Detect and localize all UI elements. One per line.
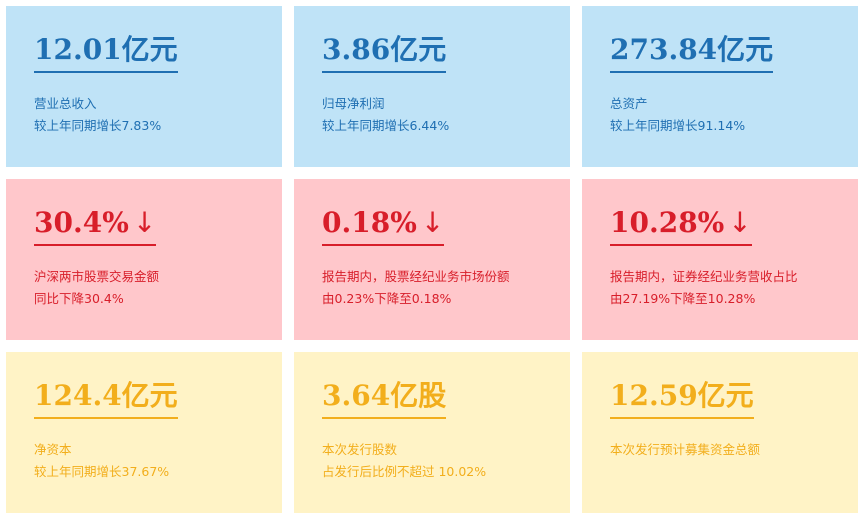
metric-card-market-share: 0.18% ↓ 报告期内，股票经纪业务市场份额 由0.23%下降至0.18% bbox=[294, 179, 570, 340]
metric-label: 报告期内，证券经纪业务营收占比 bbox=[610, 269, 798, 284]
metric-value: 30.4% ↓ bbox=[34, 205, 157, 246]
metric-card-fundraising: 12.59亿元 本次发行预计募集资金总额 bbox=[582, 352, 858, 513]
metric-description: 沪深两市股票交易金额 同比下降30.4% bbox=[34, 266, 282, 310]
metric-value: 0.18% ↓ bbox=[322, 205, 445, 246]
metric-value-text: 124.4亿元 bbox=[34, 379, 178, 412]
metric-value: 3.64亿股 bbox=[322, 378, 447, 419]
metric-detail: 较上年同期增长7.83% bbox=[34, 118, 162, 133]
metric-card-total-assets: 273.84亿元 总资产 较上年同期增长91.14% bbox=[582, 6, 858, 167]
metric-value-text: 3.86亿元 bbox=[322, 33, 447, 66]
metric-card-revenue: 12.01亿元 营业总收入 较上年同期增长7.83% bbox=[6, 6, 282, 167]
metric-label: 营业总收入 bbox=[34, 96, 97, 111]
metric-card-trading-volume: 30.4% ↓ 沪深两市股票交易金额 同比下降30.4% bbox=[6, 179, 282, 340]
metric-description: 净资本 较上年同期增长37.67% bbox=[34, 439, 282, 483]
metric-value: 124.4亿元 bbox=[34, 378, 178, 419]
metric-label: 总资产 bbox=[610, 96, 648, 111]
metric-description: 总资产 较上年同期增长91.14% bbox=[610, 93, 858, 137]
metric-card-issued-shares: 3.64亿股 本次发行股数 占发行后比例不超过 10.02% bbox=[294, 352, 570, 513]
metric-value: 12.59亿元 bbox=[610, 378, 754, 419]
metric-description: 归母净利润 较上年同期增长6.44% bbox=[322, 93, 570, 137]
metric-value-text: 3.64亿股 bbox=[322, 379, 447, 412]
metric-label: 报告期内，股票经纪业务市场份额 bbox=[322, 269, 510, 284]
metric-description: 本次发行预计募集资金总额 bbox=[610, 439, 858, 461]
metric-detail: 同比下降30.4% bbox=[34, 291, 124, 306]
metric-description: 报告期内，股票经纪业务市场份额 由0.23%下降至0.18% bbox=[322, 266, 570, 310]
metric-detail: 由0.23%下降至0.18% bbox=[322, 291, 452, 306]
metric-value-text: 273.84亿元 bbox=[610, 33, 774, 66]
metric-value-text: 30.4% bbox=[34, 206, 129, 239]
arrow-down-icon: ↓ bbox=[728, 206, 752, 239]
metrics-grid: 12.01亿元 营业总收入 较上年同期增长7.83% 3.86亿元 归母净利润 … bbox=[6, 6, 858, 514]
metric-value: 10.28% ↓ bbox=[610, 205, 752, 246]
metric-label: 归母净利润 bbox=[322, 96, 385, 111]
metric-value-text: 12.59亿元 bbox=[610, 379, 754, 412]
metric-detail: 较上年同期增长6.44% bbox=[322, 118, 450, 133]
metric-description: 本次发行股数 占发行后比例不超过 10.02% bbox=[322, 439, 570, 483]
arrow-down-icon: ↓ bbox=[132, 206, 157, 239]
metric-label: 净资本 bbox=[34, 442, 72, 457]
metric-description: 报告期内，证券经纪业务营收占比 由27.19%下降至10.28% bbox=[610, 266, 858, 310]
metric-value-text: 0.18% bbox=[322, 206, 417, 239]
metric-value: 273.84亿元 bbox=[610, 32, 774, 73]
metric-value-text: 12.01亿元 bbox=[34, 33, 178, 66]
metric-label: 本次发行股数 bbox=[322, 442, 398, 457]
metric-value-text: 10.28% bbox=[610, 206, 725, 239]
metric-detail: 较上年同期增长37.67% bbox=[34, 464, 170, 479]
metric-description: 营业总收入 较上年同期增长7.83% bbox=[34, 93, 282, 137]
metric-detail: 由27.19%下降至10.28% bbox=[610, 291, 756, 306]
metric-detail: 较上年同期增长91.14% bbox=[610, 118, 746, 133]
arrow-down-icon: ↓ bbox=[420, 206, 445, 239]
metric-card-net-capital: 124.4亿元 净资本 较上年同期增长37.67% bbox=[6, 352, 282, 513]
metric-value: 12.01亿元 bbox=[34, 32, 178, 73]
metric-label: 沪深两市股票交易金额 bbox=[34, 269, 160, 284]
metric-value: 3.86亿元 bbox=[322, 32, 447, 73]
metric-card-net-profit: 3.86亿元 归母净利润 较上年同期增长6.44% bbox=[294, 6, 570, 167]
metric-label: 本次发行预计募集资金总额 bbox=[610, 442, 761, 457]
metric-card-brokerage-share: 10.28% ↓ 报告期内，证券经纪业务营收占比 由27.19%下降至10.28% bbox=[582, 179, 858, 340]
metric-detail: 占发行后比例不超过 10.02% bbox=[322, 464, 487, 479]
